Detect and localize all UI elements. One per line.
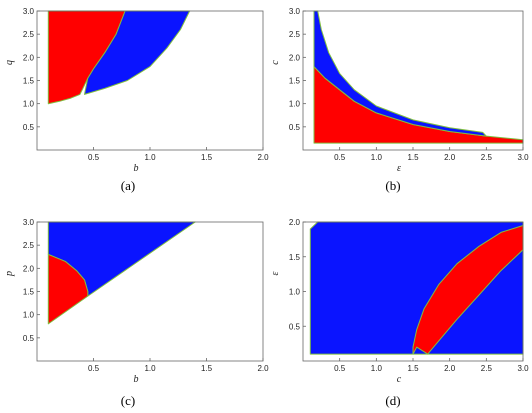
x-axis-label: c bbox=[397, 374, 402, 385]
y-tick-label: 3.0 bbox=[289, 7, 301, 16]
x-tick-label: 0.5 bbox=[88, 364, 100, 373]
x-tick-label: 1.5 bbox=[201, 153, 213, 162]
x-tick-label: 3.0 bbox=[517, 364, 529, 373]
x-tick-label: 2.0 bbox=[444, 364, 456, 373]
y-tick-label: 1.5 bbox=[289, 77, 301, 86]
y-tick-label: 0.5 bbox=[23, 123, 35, 132]
y-axis-label: q bbox=[4, 60, 15, 65]
blue-region bbox=[313, 10, 487, 137]
y-tick-label: 2.0 bbox=[289, 218, 301, 227]
y-tick-label: 0.5 bbox=[289, 123, 301, 132]
x-tick-label: 1.5 bbox=[407, 153, 419, 162]
x-tick-label: 1.0 bbox=[371, 153, 383, 162]
red-region bbox=[313, 66, 524, 144]
x-axis-label: ε bbox=[397, 163, 401, 174]
x-tick-label: 2.5 bbox=[481, 153, 493, 162]
y-tick-label: 3.0 bbox=[23, 218, 35, 227]
panel-caption: (d) bbox=[385, 393, 400, 408]
x-tick-label: 1.0 bbox=[144, 364, 156, 373]
y-tick-label: 1.5 bbox=[23, 77, 35, 86]
red-region bbox=[47, 253, 89, 325]
x-axis-label: b bbox=[134, 374, 139, 385]
y-tick-label: 1.0 bbox=[289, 100, 301, 109]
y-axis-label: ε bbox=[270, 271, 281, 275]
y-tick-label: 0.5 bbox=[23, 334, 35, 343]
x-tick-label: 2.0 bbox=[257, 364, 269, 373]
y-tick-label: 1.0 bbox=[289, 288, 301, 297]
y-tick-label: 1.5 bbox=[23, 288, 35, 297]
y-tick-label: 2.0 bbox=[289, 53, 301, 62]
y-tick-label: 3.0 bbox=[23, 7, 35, 16]
y-axis-label: c bbox=[270, 60, 281, 65]
y-tick-label: 2.0 bbox=[23, 264, 35, 273]
x-tick-label: 2.0 bbox=[444, 153, 456, 162]
y-tick-label: 0.5 bbox=[289, 322, 301, 331]
chart-panel-3: 0.5 1.0 1.5 2.0 0.5 1.0 1.5 2.0 2.5 3.0 b p (c) bbox=[4, 218, 269, 408]
panel-caption: (a) bbox=[121, 178, 135, 193]
panel-caption: (b) bbox=[385, 178, 400, 193]
x-tick-label: 2.5 bbox=[481, 364, 493, 373]
chart-panel-2: 0.5 1.0 1.5 2.0 2.5 3.0 0.5 1.0 1.5 2.0 2.5 3.0 ε c (b… bbox=[270, 7, 529, 193]
x-tick-label: 3.0 bbox=[517, 153, 529, 162]
x-tick-label: 1.5 bbox=[201, 364, 213, 373]
x-tick-label: 2.0 bbox=[257, 153, 269, 162]
x-axis-label: b bbox=[134, 163, 139, 174]
y-tick-label: 1.0 bbox=[23, 100, 35, 109]
x-tick-label: 1.0 bbox=[371, 364, 383, 373]
y-axis-label: p bbox=[4, 271, 15, 277]
y-tick-label: 1.5 bbox=[289, 253, 301, 262]
x-tick-label: 0.5 bbox=[88, 153, 100, 162]
x-tick-label: 0.5 bbox=[334, 153, 346, 162]
chart-panel-1: 0.5 1.0 1.5 2.0 0.5 1.0 1.5 2.0 2.5 3.0 b q (a) bbox=[4, 7, 269, 193]
y-tick-label: 2.5 bbox=[23, 30, 35, 39]
chart-panel-4: 0.5 1.0 1.5 2.0 2.5 3.0 0.5 1.0 1.5 2.0 c ε (d) bbox=[270, 218, 529, 408]
x-tick-label: 0.5 bbox=[334, 364, 346, 373]
y-tick-label: 1.0 bbox=[23, 311, 35, 320]
panel-caption: (c) bbox=[121, 393, 135, 408]
x-tick-label: 1.0 bbox=[144, 153, 156, 162]
x-tick-label: 1.5 bbox=[407, 364, 419, 373]
y-tick-label: 2.5 bbox=[23, 241, 35, 250]
y-tick-label: 2.5 bbox=[289, 30, 301, 39]
y-tick-label: 2.0 bbox=[23, 53, 35, 62]
